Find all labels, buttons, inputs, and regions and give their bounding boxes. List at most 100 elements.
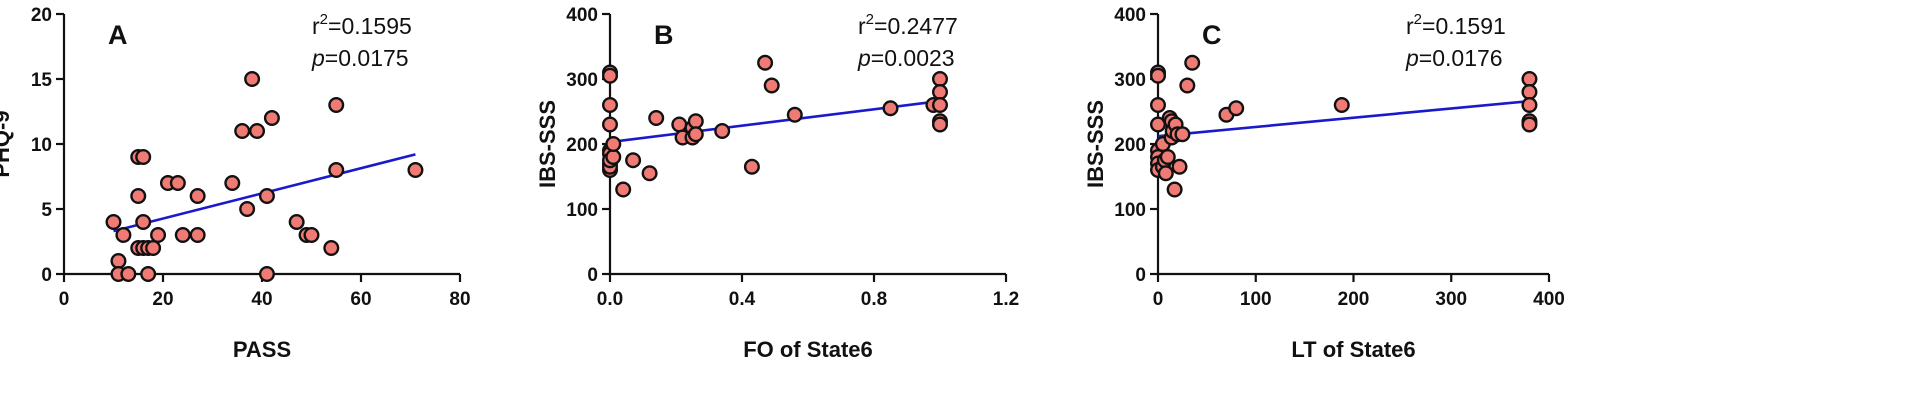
data-point xyxy=(687,126,704,143)
data-point xyxy=(234,122,251,139)
panel-letter: A xyxy=(108,20,128,50)
data-point xyxy=(249,122,266,139)
panel-c: 0 100 200 300 400 0 100 200 300 400 LT of State6 IB… xyxy=(1083,5,1565,362)
x-tick-label: 20 xyxy=(152,289,173,310)
data-point xyxy=(1159,148,1176,165)
data-point xyxy=(602,67,619,84)
x-tick-label: 0.8 xyxy=(861,289,887,310)
data-point xyxy=(407,161,424,178)
data-point xyxy=(1521,116,1538,133)
data-point xyxy=(1333,96,1350,113)
data-point xyxy=(169,174,186,191)
x-tick-label: 0 xyxy=(59,289,70,310)
y-axis-title: IBS-SSS xyxy=(535,100,560,188)
data-point xyxy=(1174,126,1191,143)
y-tick-label: 20 xyxy=(31,5,52,26)
y-tick-label: 200 xyxy=(1114,135,1146,156)
data-point xyxy=(1157,165,1174,182)
data-point xyxy=(150,226,167,243)
data-point xyxy=(1521,83,1538,100)
data-point xyxy=(743,158,760,175)
y-tick-label: 200 xyxy=(566,135,598,156)
x-tick-label: 200 xyxy=(1338,289,1370,310)
data-point xyxy=(932,70,949,87)
x-axis-title: LT of State6 xyxy=(1291,337,1415,362)
data-point xyxy=(130,187,147,204)
stats-annotation: r2=0.1591 p=0.0176 xyxy=(1405,11,1506,71)
r-squared-label: r2=0.2477 xyxy=(858,11,958,39)
y-tick-label: 100 xyxy=(566,200,598,221)
x-tick-label: 0 xyxy=(1153,289,1164,310)
p-value-label: p=0.0023 xyxy=(857,45,955,71)
data-point xyxy=(932,96,949,113)
data-point xyxy=(140,266,157,283)
panel-letter: B xyxy=(654,20,674,50)
x-tick-label: 40 xyxy=(251,289,272,310)
y-tick-label: 100 xyxy=(1114,200,1146,221)
data-point xyxy=(1149,96,1166,113)
data-point xyxy=(189,226,206,243)
x-tick-label: 300 xyxy=(1435,289,1467,310)
data-point xyxy=(135,213,152,230)
data-point xyxy=(174,226,191,243)
y-tick-label: 300 xyxy=(1114,70,1146,91)
data-point xyxy=(605,135,622,152)
data-point xyxy=(1149,67,1166,84)
x-tick-label: 400 xyxy=(1533,289,1565,310)
data-point xyxy=(263,109,280,126)
panel-b: 0 100 200 300 400 0.0 0.4 0.8 1.2 FO of State6 IBS… xyxy=(535,5,1019,362)
y-tick-label: 400 xyxy=(1114,5,1146,26)
data-point xyxy=(244,70,261,87)
r-squared-label: r2=0.1595 xyxy=(312,11,412,39)
data-point xyxy=(328,96,345,113)
data-point xyxy=(1184,54,1201,71)
data-points xyxy=(602,54,949,198)
data-point xyxy=(687,113,704,130)
p-value-label: p=0.0175 xyxy=(311,45,409,71)
data-point xyxy=(328,161,345,178)
data-point xyxy=(882,100,899,117)
data-point xyxy=(1171,158,1188,175)
data-point xyxy=(323,239,340,256)
data-point xyxy=(641,165,658,182)
x-tick-label: 60 xyxy=(350,289,371,310)
data-point xyxy=(648,109,665,126)
data-point xyxy=(615,181,632,198)
data-point xyxy=(120,266,137,283)
y-tick-label: 0 xyxy=(587,265,598,286)
data-point xyxy=(239,200,256,217)
data-point xyxy=(115,226,132,243)
data-point xyxy=(602,116,619,133)
data-points xyxy=(105,70,424,283)
data-point xyxy=(110,252,127,269)
data-point xyxy=(145,239,162,256)
data-point xyxy=(288,213,305,230)
panel-a: 0 5 10 15 20 0 20 40 60 80 PASS PHQ-9 A r2=0.1595 p=0.… xyxy=(0,5,471,362)
data-point xyxy=(258,266,275,283)
x-tick-label: 100 xyxy=(1240,289,1272,310)
data-point xyxy=(1179,77,1196,94)
data-point xyxy=(625,152,642,169)
x-tick-label: 0.4 xyxy=(729,289,756,310)
data-point xyxy=(303,226,320,243)
data-point xyxy=(602,96,619,113)
y-axis-title: PHQ-9 xyxy=(0,110,14,177)
data-point xyxy=(932,116,949,133)
data-point xyxy=(757,54,774,71)
y-tick-label: 5 xyxy=(41,200,52,221)
regression-line xyxy=(1157,99,1530,138)
x-tick-label: 0.0 xyxy=(597,289,623,310)
x-axis-title: PASS xyxy=(233,337,291,362)
y-tick-label: 400 xyxy=(566,5,598,26)
data-point xyxy=(189,187,206,204)
data-point xyxy=(763,77,780,94)
p-value-label: p=0.0176 xyxy=(1405,45,1503,71)
data-point xyxy=(105,213,122,230)
y-tick-label: 15 xyxy=(31,70,53,91)
data-point xyxy=(786,106,803,123)
data-point xyxy=(1521,70,1538,87)
y-tick-label: 300 xyxy=(566,70,598,91)
x-tick-label: 80 xyxy=(449,289,470,310)
data-point xyxy=(932,83,949,100)
